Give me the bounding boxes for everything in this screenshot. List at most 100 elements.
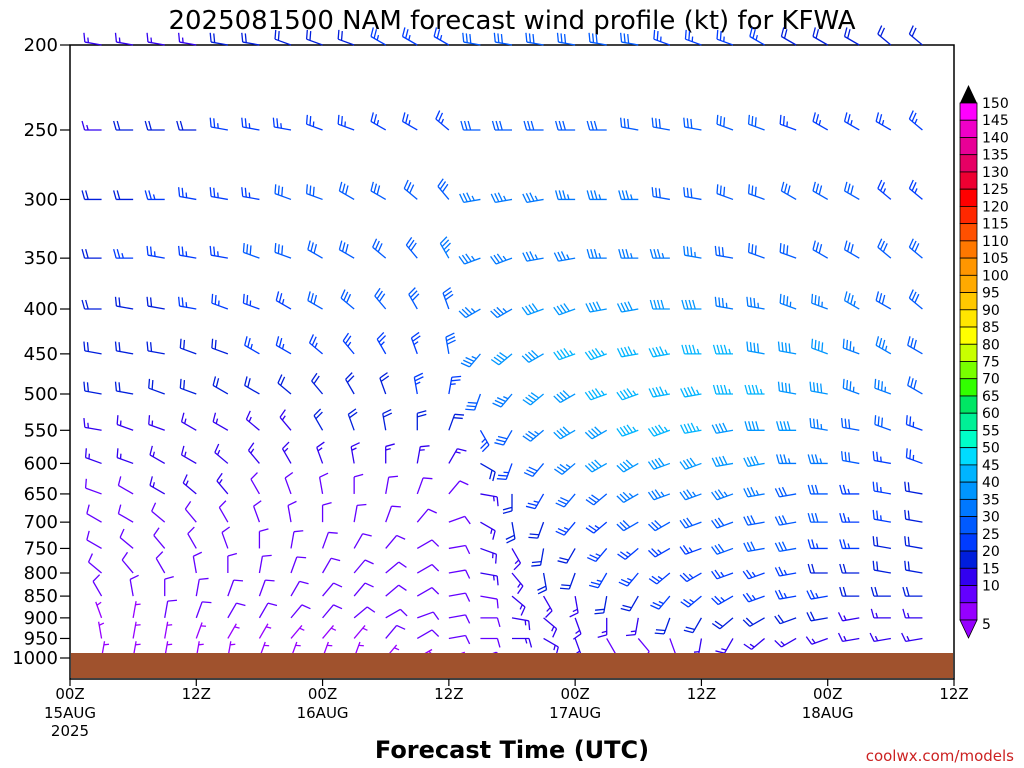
wind-barb [812,112,829,131]
wind-barb [211,338,229,355]
wind-barb [777,341,797,355]
wind-barb [416,629,440,640]
credit-link[interactable]: coolwx.com/models [866,747,1014,765]
wind-barb [512,637,533,648]
wind-barb [812,240,829,259]
wind-barb [435,110,450,131]
wind-barb [684,29,702,46]
wind-barb [490,352,513,366]
colorbar-swatch [959,412,978,431]
wind-barb [149,476,166,495]
wind-barb [908,179,923,200]
wind-barb [459,192,481,204]
wind-barb [839,539,860,550]
wind-barb [216,472,229,495]
wind-barb [132,601,141,618]
wind-barb [584,388,607,401]
wind-barb [585,301,607,313]
wind-barb [86,504,102,523]
wind-barb [337,114,355,131]
wind-barb [807,563,828,574]
wind-barb [353,533,372,549]
wind-barb [522,192,544,204]
wind-barb [843,181,860,200]
wind-barb [872,481,891,495]
wind-barb [308,334,323,355]
wind-barb [616,388,639,401]
wind-barb [744,384,765,395]
wind-barb [490,306,513,319]
wind-barb [869,632,891,643]
wind-barb [743,486,765,498]
wind-barb [113,120,134,131]
wind-barb [556,32,576,46]
wind-barb [716,184,734,201]
colorbar-label: 85 [982,320,1000,336]
wind-barb [616,301,639,313]
wind-barb [385,534,406,549]
wind-barb [274,184,292,201]
wind-barb [743,637,765,650]
wind-barb [322,557,341,574]
y-axis: 200 250 300 350 400 450 500 550 600 650 700 750 8008… [12,35,70,669]
wind-barb [842,338,860,355]
wind-barb [559,572,576,590]
wind-barb [305,114,323,131]
wind-barb [901,632,923,643]
wind-barb [86,530,102,549]
wind-barb [284,471,294,495]
wind-barb [410,331,421,355]
wind-barb [164,575,174,597]
wind-barb [585,493,608,506]
wind-barb [448,614,471,624]
wind-barb [679,517,702,529]
wind-barb [711,569,734,580]
wind-barb [462,32,481,46]
colorbar-swatch [959,533,978,552]
wind-barb [448,448,467,464]
wind-barb [153,527,166,549]
wind-barb [683,245,702,259]
colorbar-label: 125 [982,182,1009,198]
wind-barb [774,614,797,625]
wind-barb [448,413,465,431]
wind-barb [416,539,440,549]
colorbar-swatch [959,395,978,414]
wind-barb [87,553,102,574]
wind-barb [843,240,860,259]
colorbar-swatch [959,137,978,156]
wind-barb [742,569,765,580]
wind-barb [555,120,576,131]
plot-area [69,25,955,680]
wind-barb [616,520,639,532]
wind-barb [116,448,134,465]
wind-barb [448,544,471,555]
colorbar-swatch [959,602,978,621]
y-tick-label: 650 [24,484,58,505]
wind-barb [648,520,671,532]
wind-barb [146,32,165,46]
wind-barb [647,424,671,437]
wind-barb [490,192,513,204]
wind-barb [253,500,262,523]
colorbar-swatch [959,292,978,311]
wind-barb [843,112,860,131]
wind-barb [403,179,418,200]
wind-barb [877,238,892,259]
wind-barb [616,459,639,473]
colorbar-swatch [959,240,978,259]
wind-barb [716,114,734,131]
wind-barb [337,29,355,46]
wind-barb [651,117,670,131]
wind-barb [274,29,292,46]
wind-barb [177,245,197,259]
wind-barb [553,390,576,404]
wind-barb [496,463,513,481]
wind-barb [439,236,451,259]
wind-barb [872,451,891,465]
wind-barb [904,481,923,495]
wind-barb [907,336,923,355]
wind-barb [385,443,395,464]
wind-barb [480,617,501,628]
wind-barb [528,521,545,539]
